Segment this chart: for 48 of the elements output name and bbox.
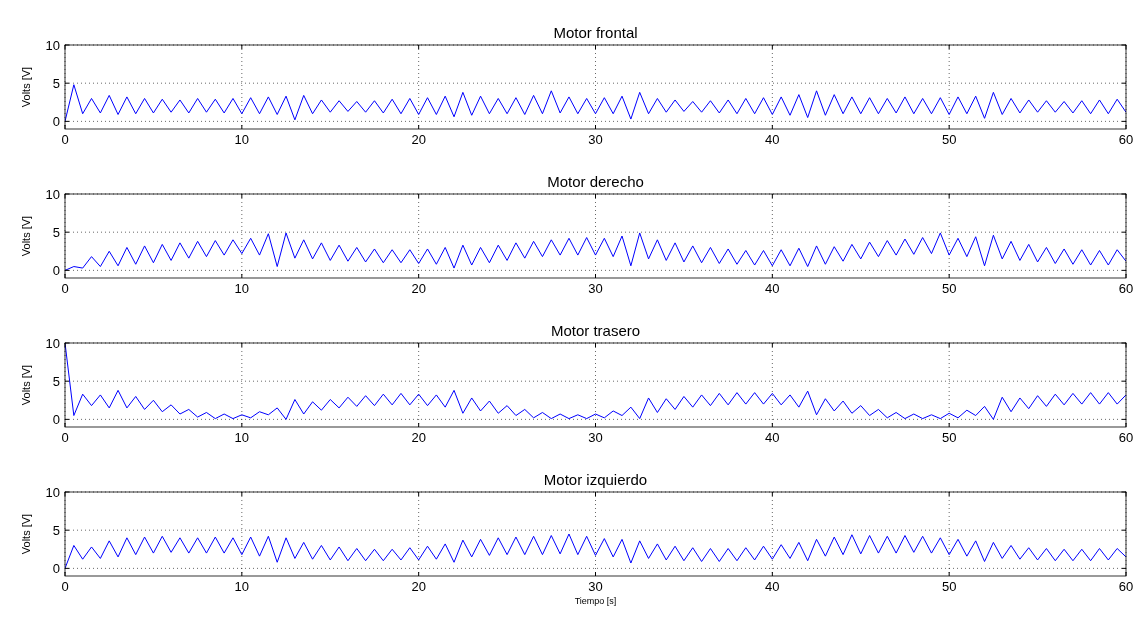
chart-title: Motor trasero [550,322,641,339]
x-tick-label: 50 [941,579,957,594]
chart-title: Motor izquierdo [543,471,648,488]
x-axis-title: Tiempo [s] [574,596,617,606]
y-tick-label: 0 [52,560,60,576]
x-tick-label: 30 [588,579,603,594]
x-tick-label: 60 [1118,579,1134,594]
x-tick-label: 50 [941,132,957,147]
y-tick-label: 5 [52,522,60,538]
x-tick-label: 40 [765,132,780,147]
chart-title: Motor derecho [547,173,644,190]
x-tick-label: 60 [1118,281,1134,296]
y-tick-label: 5 [52,75,60,91]
x-tick-label: 40 [765,281,780,296]
x-tick-label: 10 [234,579,250,594]
line-series [65,533,1126,569]
line-series [65,232,1126,271]
y-axis-title: Volts [V] [20,66,32,108]
x-tick-label: 10 [234,430,250,445]
y-tick-label: 10 [45,186,60,202]
y-tick-label: 0 [52,411,60,427]
x-tick-label: 20 [411,132,426,147]
x-tick-label: 40 [765,579,780,594]
x-tick-label: 40 [765,430,780,445]
x-tick-label: 10 [234,132,250,147]
x-tick-label: 50 [941,430,957,445]
y-tick-label: 0 [52,262,60,278]
x-tick-label: 20 [411,430,426,445]
x-tick-label: 10 [234,281,250,296]
y-tick-label: 10 [45,335,60,351]
y-tick-label: 10 [45,37,60,53]
y-axis-title: Volts [V] [20,215,32,257]
x-tick-label: 30 [588,132,603,147]
y-tick-label: 0 [52,113,60,129]
x-tick-label: 20 [411,579,426,594]
x-tick-label: 60 [1118,430,1134,445]
y-axis-title: Volts [V] [20,364,32,406]
line-series [65,84,1126,122]
y-tick-label: 10 [45,484,60,500]
y-tick-label: 5 [52,224,60,240]
x-tick-label: 30 [588,281,603,296]
y-tick-label: 5 [52,373,60,389]
y-axis-title: Volts [V] [20,513,32,555]
chart-title: Motor frontal [553,24,638,41]
x-tick-label: 60 [1118,132,1134,147]
x-tick-label: 20 [411,281,426,296]
x-tick-label: 30 [588,430,603,445]
x-tick-label: 50 [941,281,957,296]
